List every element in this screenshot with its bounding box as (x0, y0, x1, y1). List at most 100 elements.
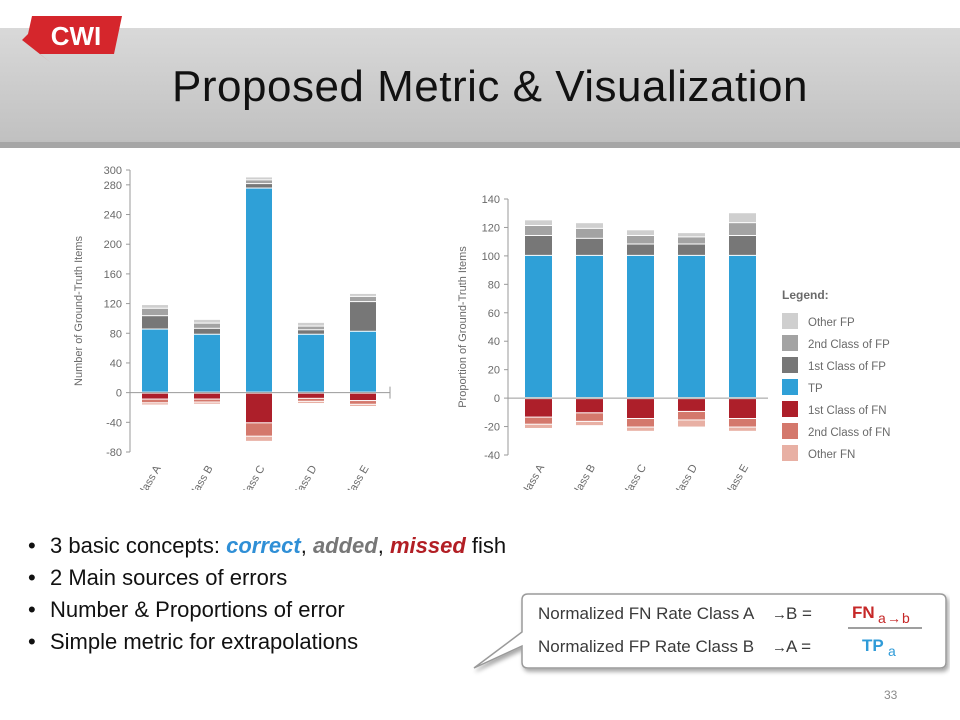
bar-segment (525, 424, 552, 428)
bar-segment (298, 398, 324, 401)
arrow-icon: → (772, 639, 787, 656)
bar-segment (627, 235, 654, 244)
y-tick-label: 40 (488, 336, 500, 348)
y-tick-label: 240 (104, 210, 122, 222)
bar-segment (350, 393, 376, 401)
bar-segment (729, 235, 756, 255)
bar-segment (246, 423, 272, 436)
word-correct: correct (226, 533, 301, 558)
bar-segment (350, 296, 376, 302)
y-tick-label: 100 (482, 251, 500, 263)
bar-segment (142, 393, 168, 399)
bar-segment (350, 293, 376, 296)
legend-label: TP (808, 383, 823, 395)
callout-bubble (473, 593, 947, 669)
bar-segment (194, 319, 220, 323)
arrow-icon: → (887, 610, 901, 626)
bullet-list: 3 basic concepts: correct, added, missed… (28, 530, 506, 658)
y-axis-label: Proportion of Ground-Truth Items (457, 246, 469, 408)
word-missed: missed (389, 533, 466, 558)
cwi-logo: CWI (22, 16, 122, 62)
bar-segment (678, 399, 705, 411)
y-tick-label: 280 (104, 180, 122, 192)
y-tick-label: -40 (484, 450, 500, 462)
legend-title: Legend: (782, 288, 829, 302)
y-tick-label: 160 (104, 269, 122, 281)
y-tick-label: 20 (488, 365, 500, 377)
legend-swatch (782, 401, 798, 417)
bar-segment (298, 393, 324, 398)
y-tick-label: 60 (488, 308, 500, 320)
bar-segment (142, 399, 168, 403)
y-tick-label: 120 (482, 222, 500, 234)
bar-segment (525, 220, 552, 226)
bar-segment (194, 328, 220, 334)
absolute-count-chart: 300 280 240 200 160 120 80 40 0 -40 -80 Number of G… (73, 165, 391, 491)
numerator-fn: FN (852, 603, 875, 622)
x-tick-label: Class B (569, 463, 598, 491)
bar-segment (194, 399, 220, 402)
y-tick-label: 120 (104, 299, 122, 311)
bar-segment (246, 436, 272, 441)
x-tick-label: Class D (670, 462, 700, 490)
bar-segment (678, 244, 705, 255)
bullet-text: 3 basic concepts: (50, 533, 227, 558)
bar-segment (350, 404, 376, 406)
y-tick-label: 300 (104, 165, 122, 177)
x-tick-label: Class E (342, 464, 371, 491)
bar-segment (627, 427, 654, 431)
word-added: added (312, 533, 378, 558)
bar-segment (525, 226, 552, 235)
y-tick-label: -80 (106, 447, 122, 459)
sep: , (300, 533, 313, 558)
bar-segment (576, 223, 603, 228)
numerator-sub-a: a (878, 610, 886, 626)
fn-rate-tail: B = (786, 604, 812, 623)
bar-segment (525, 235, 552, 255)
bar-segment (627, 244, 654, 255)
bar-segment (576, 238, 603, 255)
bar-segment (678, 255, 705, 398)
logo-text: CWI (51, 21, 102, 51)
bar-segment (298, 401, 324, 404)
legend-swatch (782, 423, 798, 439)
bar-segment (678, 420, 705, 427)
x-tick-label: Class C (238, 463, 268, 490)
bar-segment (194, 323, 220, 328)
bar-segment (729, 427, 756, 431)
fn-rate-label: Normalized FN Rate Class A (538, 604, 755, 623)
page-number: 33 (884, 688, 898, 702)
bar-segment (194, 334, 220, 392)
y-tick-label: 200 (104, 239, 122, 251)
legend-label: 2nd Class of FP (808, 339, 890, 351)
bar-segment (350, 331, 376, 392)
bullet-simple-metric: Simple metric for extrapolations (28, 626, 506, 658)
legend-label: 1st Class of FP (808, 361, 886, 373)
title-band-shadow (0, 142, 960, 148)
y-tick-label: 140 (482, 194, 500, 206)
y-tick-label: 0 (494, 393, 500, 405)
arrow-icon: → (772, 606, 787, 623)
bullet-error-sources: 2 Main sources of errors (28, 562, 506, 594)
x-tick-label: Class B (186, 464, 215, 491)
y-tick-label: 80 (110, 328, 122, 340)
bar-segment (627, 419, 654, 427)
bar-segment (729, 213, 756, 223)
x-tick-label: Class D (290, 463, 320, 490)
bar-segment (627, 255, 654, 398)
bar-segment (246, 177, 272, 180)
y-tick-label: -20 (484, 422, 500, 434)
sep: , (377, 533, 390, 558)
bar-segment (246, 184, 272, 188)
bar-segment (142, 316, 168, 329)
legend-swatch (782, 335, 798, 351)
legend-label: Other FN (808, 449, 855, 461)
bar-segment (246, 180, 272, 184)
bar-segment (729, 399, 756, 419)
bar-segment (142, 305, 168, 308)
bar-segment (729, 223, 756, 235)
bar-segment (729, 419, 756, 427)
bar-segment (729, 255, 756, 398)
x-tick-label: Class C (619, 462, 649, 490)
bullet-number-proportions: Number & Proportions of error (28, 594, 506, 626)
